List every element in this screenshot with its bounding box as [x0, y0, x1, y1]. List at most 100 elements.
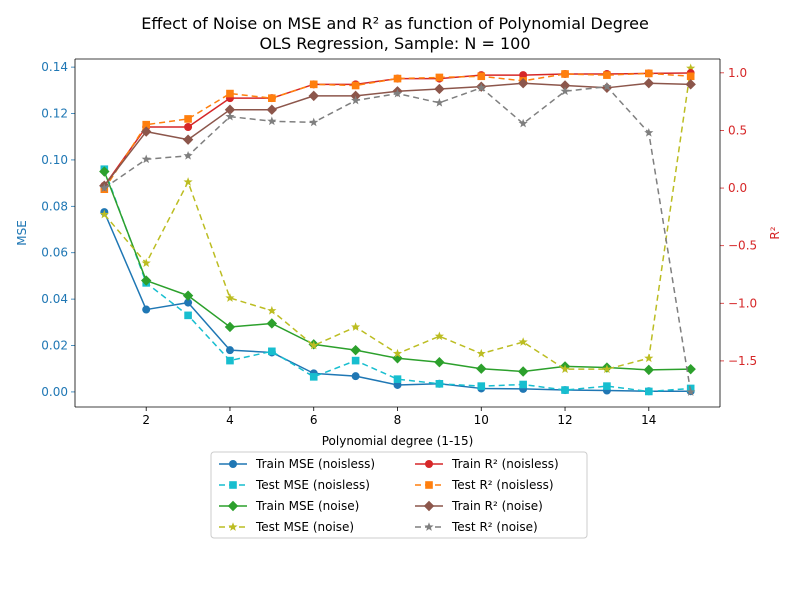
x-tick-label: 12 [557, 413, 572, 427]
data-point [309, 117, 319, 127]
data-point [434, 331, 444, 341]
series-line [103, 72, 691, 190]
legend-entry: Test R² (noisless) [415, 478, 554, 492]
data-point [267, 116, 277, 126]
right-y-tick-label: 1.0 [728, 66, 747, 80]
data-point [141, 275, 152, 286]
data-point [184, 298, 193, 307]
left-y-tick-label: 0.12 [41, 107, 68, 121]
data-point [141, 154, 151, 164]
data-point [392, 353, 403, 364]
legend-label: Test MSE (noise) [255, 520, 354, 534]
data-point [224, 104, 236, 115]
legend: Train MSE (noisless) Test MSE (noisless) T… [210, 451, 588, 539]
data-point [686, 387, 696, 396]
legend-entry: Test R² (noise) [415, 520, 538, 534]
data-point [225, 111, 235, 121]
legend-entry: Test MSE (noise) [219, 520, 354, 534]
legend-marker [228, 522, 238, 531]
data-point [351, 81, 360, 90]
data-point [685, 79, 696, 90]
legend-marker [425, 460, 433, 468]
left-y-tick-label: 0.06 [41, 246, 68, 260]
legend-entry: Train R² (noise) [415, 499, 543, 513]
legend-entry: Test MSE (noisless) [219, 478, 370, 492]
data-point [518, 118, 528, 128]
data-point [141, 126, 152, 137]
left-y-axis-label: MSE [15, 220, 29, 246]
left-y-tick-label: 0.02 [41, 339, 68, 353]
data-point [268, 94, 276, 102]
data-point [268, 347, 276, 356]
data-point [644, 387, 653, 396]
data-point [309, 340, 319, 350]
legend-entry: Train MSE (noise) [219, 499, 359, 513]
legend-marker [229, 481, 237, 489]
x-tick-label: 2 [142, 413, 150, 427]
legend-marker [424, 522, 434, 531]
series-4 [99, 63, 696, 374]
data-point [476, 348, 486, 358]
right-y-axis-label: R² [768, 226, 782, 239]
data-point [309, 373, 318, 381]
data-point [182, 134, 194, 145]
data-point [685, 363, 696, 375]
data-point [603, 382, 611, 390]
data-point [351, 356, 360, 365]
data-point [351, 322, 361, 331]
data-point [99, 209, 109, 219]
data-point [561, 70, 569, 78]
data-point [686, 72, 695, 81]
data-point [182, 290, 194, 301]
data-point [435, 73, 444, 82]
data-point [477, 382, 486, 390]
right-y-tick-label: −1.5 [728, 354, 757, 368]
legend-label: Train MSE (noise) [255, 499, 359, 513]
data-point [309, 80, 318, 89]
data-point [225, 293, 235, 302]
left-y-tick-label: 0.04 [41, 292, 68, 306]
data-point [644, 353, 654, 363]
legend-box [210, 451, 588, 539]
data-point [559, 80, 571, 91]
data-point [142, 120, 151, 129]
legend-marker [425, 481, 433, 489]
data-point [434, 357, 445, 368]
data-point [351, 372, 360, 381]
left-y-tick-label: 0.10 [41, 153, 68, 167]
data-point [142, 305, 151, 314]
data-point [392, 88, 403, 98]
data-point [643, 77, 654, 89]
data-point [393, 375, 402, 383]
x-tick-label: 6 [310, 413, 318, 427]
data-point [226, 356, 234, 365]
legend-marker [229, 460, 237, 468]
data-point [350, 344, 361, 356]
data-point [308, 90, 319, 102]
left-y-tick-label: 0.14 [41, 60, 68, 74]
data-point [644, 127, 654, 137]
left-y-tick-label: 0.08 [41, 199, 68, 213]
x-axis-label: Polynomial degree (1-15) [322, 434, 474, 448]
legend-label: Train R² (noise) [451, 499, 543, 513]
legend-label: Train MSE (noisless) [255, 457, 375, 471]
data-point [184, 115, 192, 123]
legend-label: Train R² (noisless) [451, 457, 559, 471]
data-point [225, 346, 234, 355]
x-tick-label: 14 [641, 413, 656, 427]
series-8 [99, 81, 696, 396]
data-point [435, 380, 444, 388]
chart-title-line-2: OLS Regression, Sample: N = 100 [260, 34, 531, 53]
legend-label: Test R² (noise) [451, 520, 538, 534]
data-point [266, 318, 278, 329]
data-point [184, 122, 193, 131]
x-tick-label: 4 [226, 413, 234, 427]
data-point [602, 81, 612, 91]
data-point [644, 69, 653, 78]
legend-entry: Train MSE (noisless) [219, 457, 375, 471]
data-point [518, 337, 528, 346]
data-point [99, 183, 109, 192]
data-point [226, 89, 234, 98]
x-tick-label: 8 [394, 413, 402, 427]
